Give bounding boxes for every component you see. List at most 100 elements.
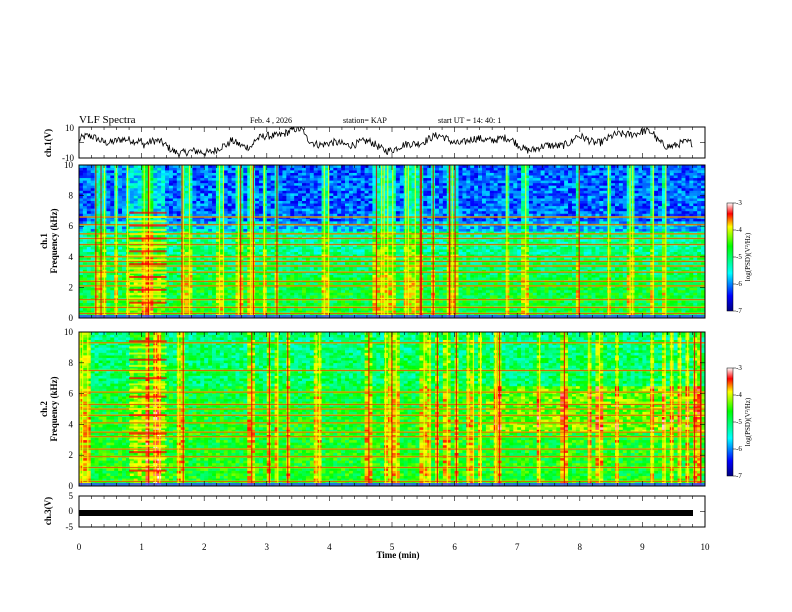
spectrogram-cell (302, 201, 306, 204)
spectrogram-cell (286, 211, 290, 214)
spectrogram-cell (267, 229, 271, 232)
spectrogram-cell (357, 201, 361, 204)
spectrogram-cell (267, 247, 271, 250)
spectrogram-cell (118, 239, 122, 242)
spectrogram-cell (161, 173, 165, 176)
spectrogram-cell (185, 188, 189, 191)
spectrogram-cell (185, 275, 189, 278)
spectrogram-cell (208, 168, 212, 171)
spectrogram-cell (138, 203, 142, 206)
spectrogram-cell (388, 249, 392, 252)
spectrogram-cell (365, 229, 369, 232)
spectrogram-cell (306, 275, 310, 278)
spectrogram-cell (294, 219, 298, 222)
spectrogram-cell (157, 175, 161, 178)
spectrogram-cell (263, 183, 267, 186)
spectrogram-cell (83, 226, 87, 229)
spectrogram-cell (310, 196, 314, 199)
spectrogram-cell (286, 168, 290, 171)
spectrogram-cell (294, 193, 298, 196)
spectrogram-cell (106, 211, 110, 214)
spectrogram-cell (212, 170, 216, 173)
spectrogram-cell (110, 168, 114, 171)
spectrogram-cell (271, 303, 275, 306)
spectrogram-cell (322, 221, 326, 224)
spectrogram-cell (177, 191, 181, 194)
spectrogram-cell (282, 293, 286, 296)
spectrogram-cell (161, 201, 165, 204)
spectrogram-cell (353, 295, 357, 298)
spectrogram-cell (192, 290, 196, 293)
spectrogram-cell (118, 213, 122, 216)
spectrogram-cell (110, 183, 114, 186)
spectrogram-cell (106, 226, 110, 229)
spectrogram-cell (337, 282, 341, 285)
spectrogram-cell (118, 208, 122, 211)
spectrogram-cell (106, 201, 110, 204)
spectrogram-cell (169, 282, 173, 285)
spectrogram-cell (87, 193, 91, 196)
spectrogram-cell (302, 249, 306, 252)
spectrogram-cell (208, 303, 212, 306)
spectrogram-cell (318, 308, 322, 311)
spectrogram-cell (161, 308, 165, 311)
spectrogram-cell (337, 300, 341, 303)
spectrogram-cell (208, 249, 212, 252)
spectrogram-cell (310, 252, 314, 255)
spectrogram-cell (169, 277, 173, 280)
spectrogram-cell (224, 208, 228, 211)
spectrogram-cell (282, 300, 286, 303)
spectrogram-cell (110, 252, 114, 255)
spectrogram-cell (161, 191, 165, 194)
spectrogram-cell (204, 198, 208, 201)
spectrogram-cell (263, 221, 267, 224)
spectrogram-cell (134, 168, 138, 171)
spectrogram-cell (282, 277, 286, 280)
spectrogram-cell (138, 175, 142, 178)
spectrogram-cell (314, 198, 318, 201)
spectrogram-cell (318, 290, 322, 293)
spectrogram-cell (341, 180, 345, 183)
spectrogram-cell (322, 208, 326, 211)
spectrogram-cell (122, 201, 126, 204)
spectrogram-cell (290, 198, 294, 201)
spectrogram-cell (341, 193, 345, 196)
spectrogram-cell (91, 191, 95, 194)
spectrogram-cell (361, 198, 365, 201)
spectrogram-cell (122, 219, 126, 222)
spectrogram-cell (118, 170, 122, 173)
spectrogram-cell (263, 293, 267, 296)
spectrogram-cell (212, 282, 216, 285)
spectrogram-cell (87, 180, 91, 183)
spectrogram-cell (318, 287, 322, 290)
spectrogram-cell (196, 300, 200, 303)
spectrogram-cell (318, 295, 322, 298)
spectrogram-cell (267, 168, 271, 171)
spectrogram-cell (267, 193, 271, 196)
spectrogram-cell (271, 308, 275, 311)
spectrogram-cell (118, 211, 122, 214)
spectrogram-cell (204, 275, 208, 278)
spectrogram-cell (91, 196, 95, 199)
spectrogram-cell (361, 175, 365, 178)
spectrogram-cell (134, 201, 138, 204)
spectrogram-cell (318, 247, 322, 250)
spectrogram-cell (322, 191, 326, 194)
spectrogram-cell (83, 277, 87, 280)
spectrogram-cell (353, 173, 357, 176)
spectrogram-cell (271, 168, 275, 171)
spectrogram-cell (263, 178, 267, 181)
spectrogram-cell (232, 275, 236, 278)
spectrogram-cell (91, 252, 95, 255)
spectrogram-cell (91, 206, 95, 209)
spectrogram-cell (333, 193, 337, 196)
spectrogram-cell (314, 175, 318, 178)
spectrogram-cell (83, 206, 87, 209)
spectrogram-cell (110, 295, 114, 298)
spectrogram-cell (255, 267, 259, 270)
spectrogram-cell (286, 277, 290, 280)
spectrogram-cell (388, 275, 392, 278)
spectrogram-cell (279, 226, 283, 229)
spectrogram-cell (341, 247, 345, 250)
spectrogram-cell (345, 211, 349, 214)
